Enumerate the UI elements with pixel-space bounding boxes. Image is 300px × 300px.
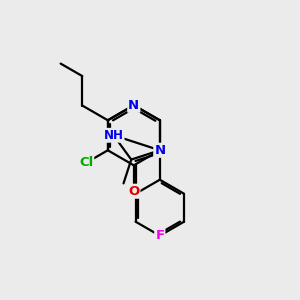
Text: Cl: Cl xyxy=(79,156,93,169)
Text: NH: NH xyxy=(103,129,124,142)
Text: O: O xyxy=(128,185,140,198)
Text: N: N xyxy=(128,99,140,112)
Text: N: N xyxy=(154,144,165,157)
Text: F: F xyxy=(155,229,164,242)
